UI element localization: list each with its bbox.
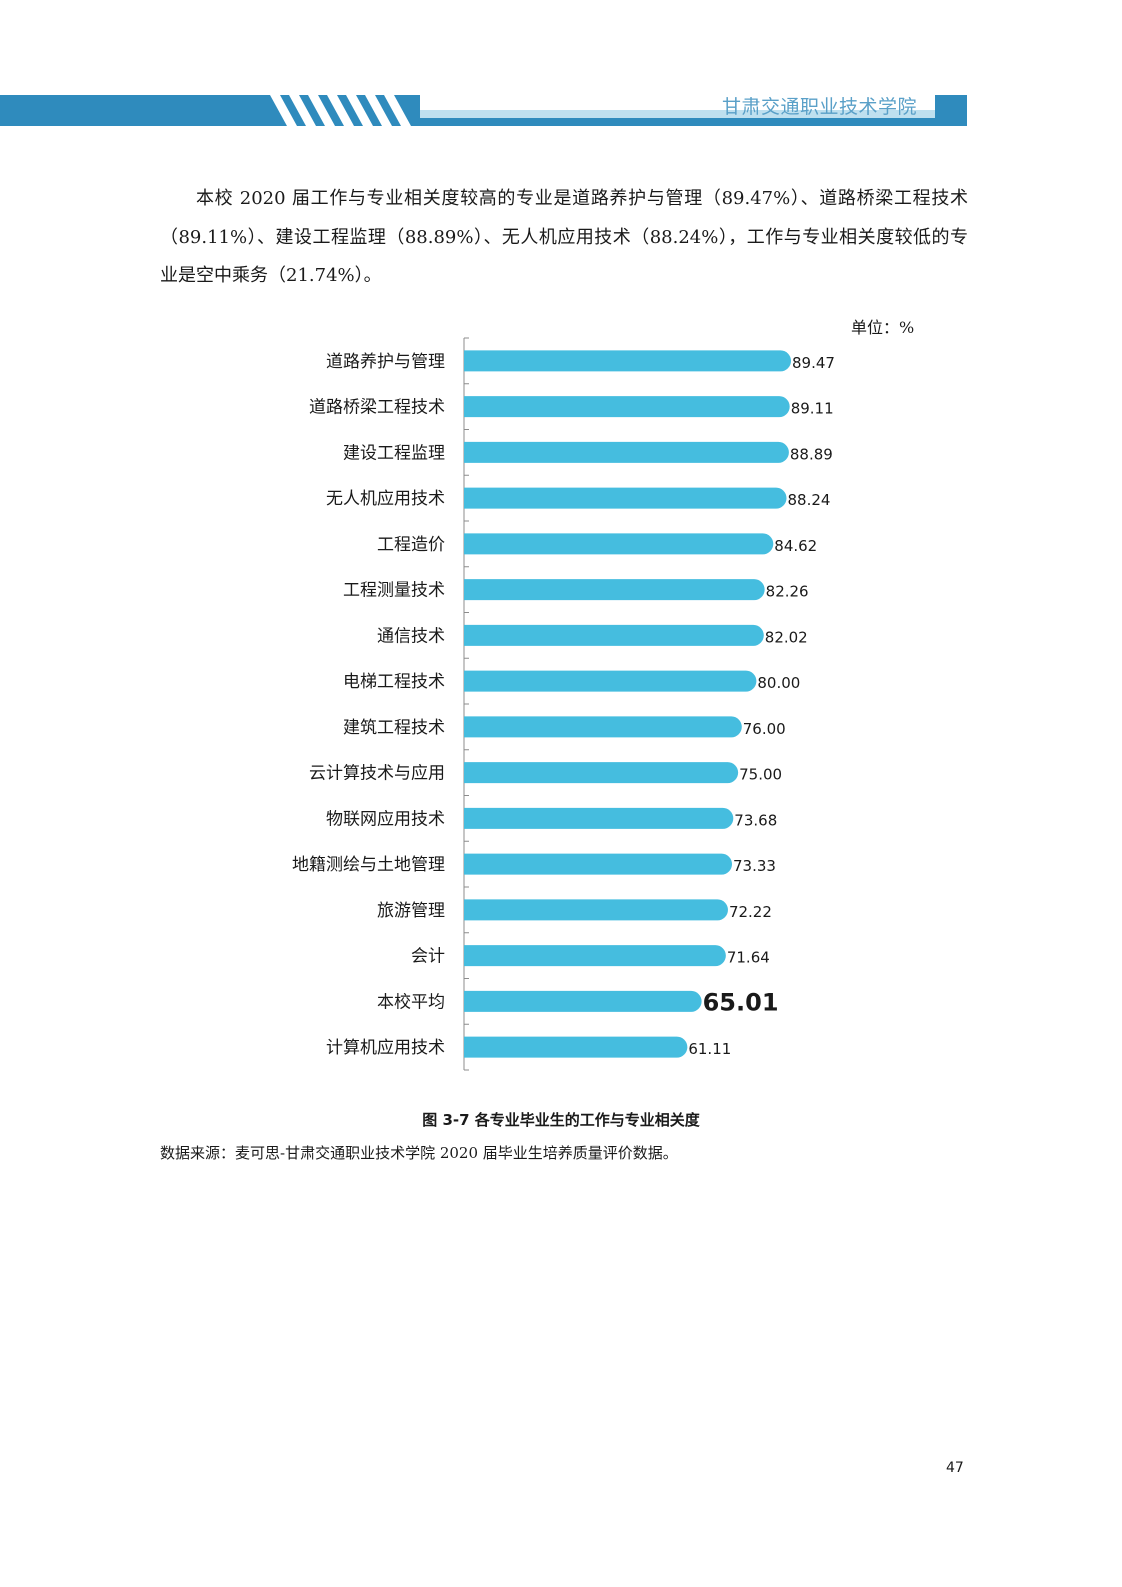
category-label: 道路桥梁工程技术 [309,398,445,418]
header-stripes-icon [270,95,411,126]
value-label: 71.64 [727,949,770,967]
bar [464,441,789,463]
value-label: 73.33 [733,857,776,875]
category-label: 会计 [411,947,445,967]
value-label: 82.02 [765,628,808,646]
bar [464,899,728,921]
value-label: 73.68 [734,811,777,829]
bar [464,670,757,692]
figure-caption: 图 3-7 各专业毕业生的工作与专业相关度 [422,1111,700,1129]
value-label: 61.11 [688,1040,731,1058]
bar [464,396,790,418]
bar [464,945,726,967]
bar [464,533,774,555]
value-label: 84.62 [774,537,817,555]
value-label: 75.00 [739,766,782,784]
unit-label: 单位：% [851,318,915,337]
source-note: 数据来源：麦可思-甘肃交通职业技术学院 2020 届毕业生培养质量评价数据。 [160,1144,678,1162]
bar [464,624,764,646]
average-value-label: 65.01 [703,988,779,1016]
category-label: 本校平均 [377,992,445,1012]
header-band-right-block [935,95,967,126]
category-label: 旅游管理 [377,901,445,921]
body-paragraph: 本校 2020 届工作与专业相关度较高的专业是道路养护与管理（89.47%）、道… [160,188,968,286]
value-label: 88.89 [790,445,833,463]
value-label: 76.00 [743,720,786,738]
page-number: 47 [946,1460,964,1476]
bar [464,853,733,875]
category-label: 物联网应用技术 [326,809,445,829]
value-label: 72.22 [729,903,772,921]
category-label: 通信技术 [377,626,445,646]
bar [464,1036,688,1058]
bar [464,990,702,1012]
value-label: 82.26 [766,583,809,601]
header-band-accent [420,110,935,118]
category-label: 工程测量技术 [343,581,445,601]
bar [464,487,787,509]
bar [464,807,734,829]
bar [464,762,739,784]
category-label: 建设工程监理 [343,443,445,463]
category-label: 地籍测绘与土地管理 [292,855,445,875]
category-label: 工程造价 [377,535,445,555]
category-label: 无人机应用技术 [326,489,445,509]
value-label: 80.00 [757,674,800,692]
value-label: 89.47 [792,354,835,372]
header-title: 甘肃交通职业技术学院 [722,96,918,118]
header-band [0,95,967,126]
category-label: 计算机应用技术 [326,1038,445,1058]
bar [464,716,742,738]
value-label: 88.24 [788,491,831,509]
category-label: 电梯工程技术 [343,672,445,692]
value-label: 89.11 [791,400,834,418]
category-label: 云计算技术与应用 [309,764,445,784]
bar [464,350,792,372]
category-label: 道路养护与管理 [326,352,445,372]
bar [464,579,765,601]
header-band-line [420,118,935,126]
category-label: 建筑工程技术 [343,718,445,738]
